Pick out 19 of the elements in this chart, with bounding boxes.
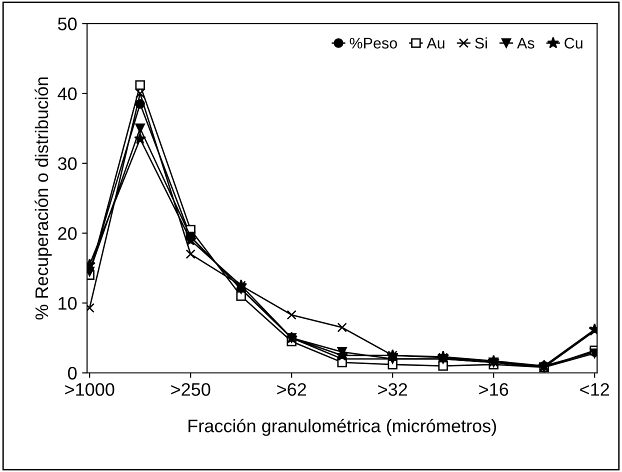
- y-axis-title: % Recuperación o distribución: [34, 77, 52, 320]
- y-tick-label: 30: [58, 157, 77, 170]
- x-tick-label: >1000: [65, 383, 114, 396]
- y-tick-label: 0: [68, 366, 77, 380]
- x-tick-label: <12: [580, 383, 610, 396]
- legend-label: Cu: [564, 38, 582, 49]
- y-tick-label: 10: [58, 296, 77, 310]
- legend-label: Si: [475, 37, 487, 49]
- x-axis-title: Fracción granulométrica (micrómetros): [188, 418, 496, 436]
- legend-label: %Peso: [350, 38, 397, 49]
- x-tick-label: >16: [479, 383, 508, 396]
- y-tick-label: 40: [58, 87, 77, 100]
- y-tick-label: 20: [58, 227, 77, 240]
- x-tick-label: >62: [277, 383, 306, 396]
- x-tick-label: >250: [171, 383, 210, 396]
- legend-label: Au: [426, 38, 444, 49]
- y-tick-label: 50: [58, 18, 77, 30]
- legend-label: As: [517, 38, 534, 49]
- x-tick-label: >32: [378, 383, 408, 396]
